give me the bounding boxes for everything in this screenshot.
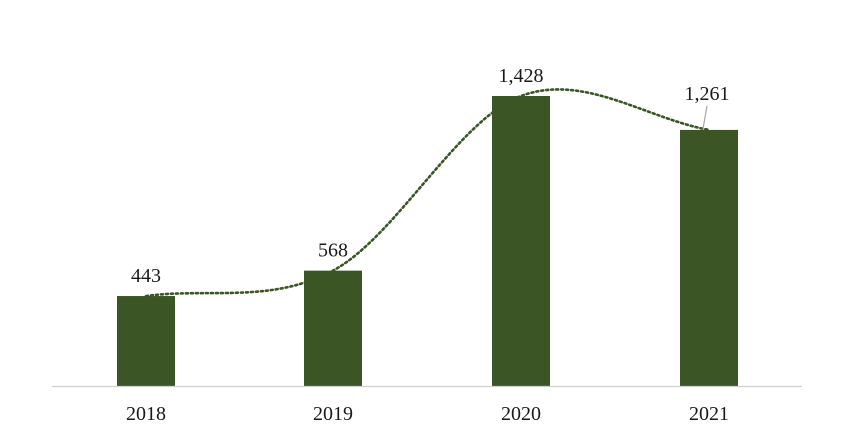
data-label-2020: 1,428 — [499, 65, 544, 87]
bar-2021 — [680, 129, 738, 387]
data-label-2019: 568 — [318, 240, 348, 262]
leader-lines — [702, 105, 708, 130]
x-tick-2019: 2019 — [313, 403, 353, 425]
bar-2020 — [492, 96, 550, 386]
bars-group — [117, 96, 738, 387]
bar-2018 — [117, 296, 175, 386]
leader-line-2021 — [702, 105, 708, 130]
data-label-2018: 443 — [131, 265, 161, 287]
x-tick-labels: 2018 2019 2020 2021 — [126, 403, 729, 425]
bar-2019 — [304, 270, 362, 386]
x-tick-2021: 2021 — [689, 403, 729, 425]
data-label-2021: 1,261 — [685, 83, 730, 105]
x-tick-2020: 2020 — [501, 403, 541, 425]
trend-line — [144, 88, 711, 298]
data-labels: 443 568 1,428 1,261 — [131, 65, 730, 287]
x-tick-2018: 2018 — [126, 403, 166, 425]
